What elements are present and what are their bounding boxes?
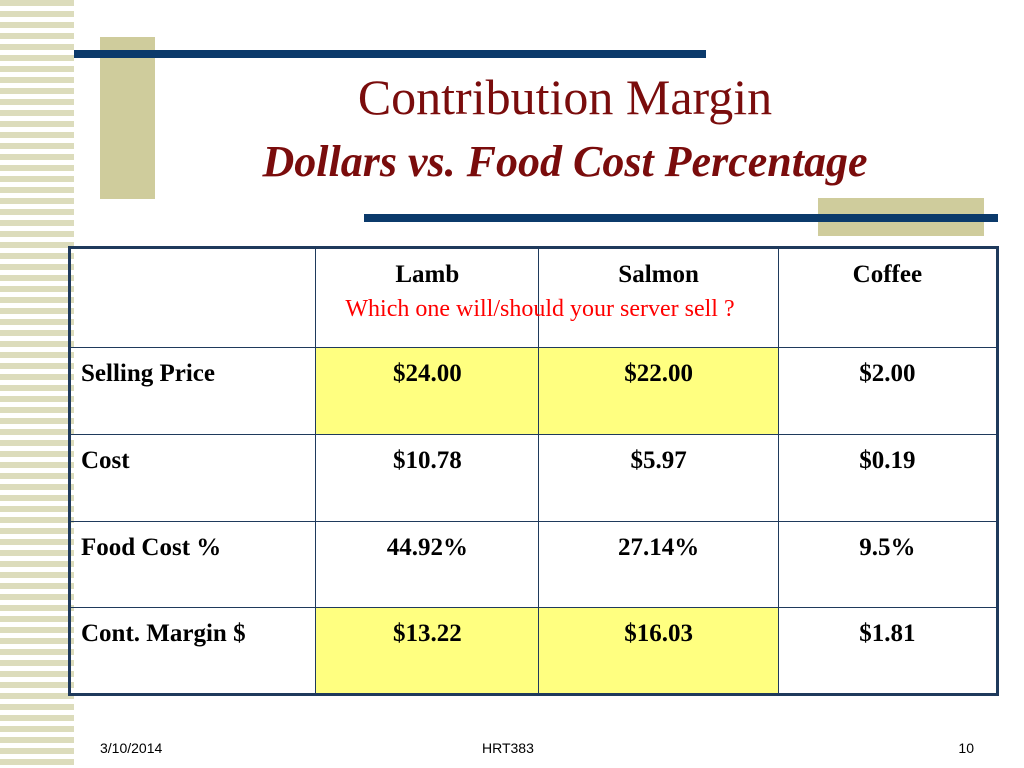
table-header-row: Lamb Salmon Coffee [68, 246, 999, 349]
header-coffee: Coffee [777, 246, 999, 349]
row-label: Selling Price [68, 347, 317, 436]
footer-date: 3/10/2014 [100, 740, 163, 756]
cell-coffee-food-cost-pct: 9.5% [777, 520, 999, 609]
cell-salmon-cont-margin: $16.03 [538, 607, 779, 695]
cell-salmon-food-cost-pct: 27.14% [538, 520, 779, 609]
footer-course: HRT383 [482, 740, 534, 756]
table-row-cost: Cost $10.78 $5.97 $0.19 [68, 434, 999, 522]
cell-coffee-cont-margin: $1.81 [777, 607, 999, 695]
table-row-cont-margin: Cont. Margin $ $13.22 $16.03 $1.81 [68, 607, 999, 695]
cell-lamb-cost: $10.78 [315, 434, 540, 522]
header-corner-cell [68, 246, 317, 349]
decorative-stripes [0, 0, 74, 768]
decorative-box-left [100, 37, 155, 199]
row-label: Cont. Margin $ [68, 607, 317, 695]
header-salmon: Salmon [538, 246, 779, 349]
slide-title: Contribution Margin [357, 69, 773, 125]
decorative-line-top [74, 50, 706, 58]
cell-lamb-cont-margin: $13.22 [315, 607, 540, 695]
cell-coffee-cost: $0.19 [777, 434, 999, 522]
cell-salmon-selling-price: $22.00 [538, 347, 779, 436]
slide-subtitle: Dollars vs. Food Cost Percentage [262, 137, 868, 186]
cell-coffee-selling-price: $2.00 [777, 347, 999, 436]
question-text: Which one will/should your server sell ? [345, 296, 735, 322]
header-lamb: Lamb [315, 246, 540, 349]
row-label: Cost [68, 434, 317, 522]
contribution-margin-table: Lamb Salmon Coffee Selling Price $24.00 … [68, 246, 999, 696]
table-row-selling-price: Selling Price $24.00 $22.00 $2.00 [68, 347, 999, 436]
cell-salmon-cost: $5.97 [538, 434, 779, 522]
row-label: Food Cost % [68, 520, 317, 609]
decorative-line-bottom [364, 214, 998, 222]
cell-lamb-food-cost-pct: 44.92% [315, 520, 540, 609]
cell-lamb-selling-price: $24.00 [315, 347, 540, 436]
footer-page-number: 10 [958, 740, 974, 756]
table-row-food-cost-pct: Food Cost % 44.92% 27.14% 9.5% [68, 520, 999, 609]
